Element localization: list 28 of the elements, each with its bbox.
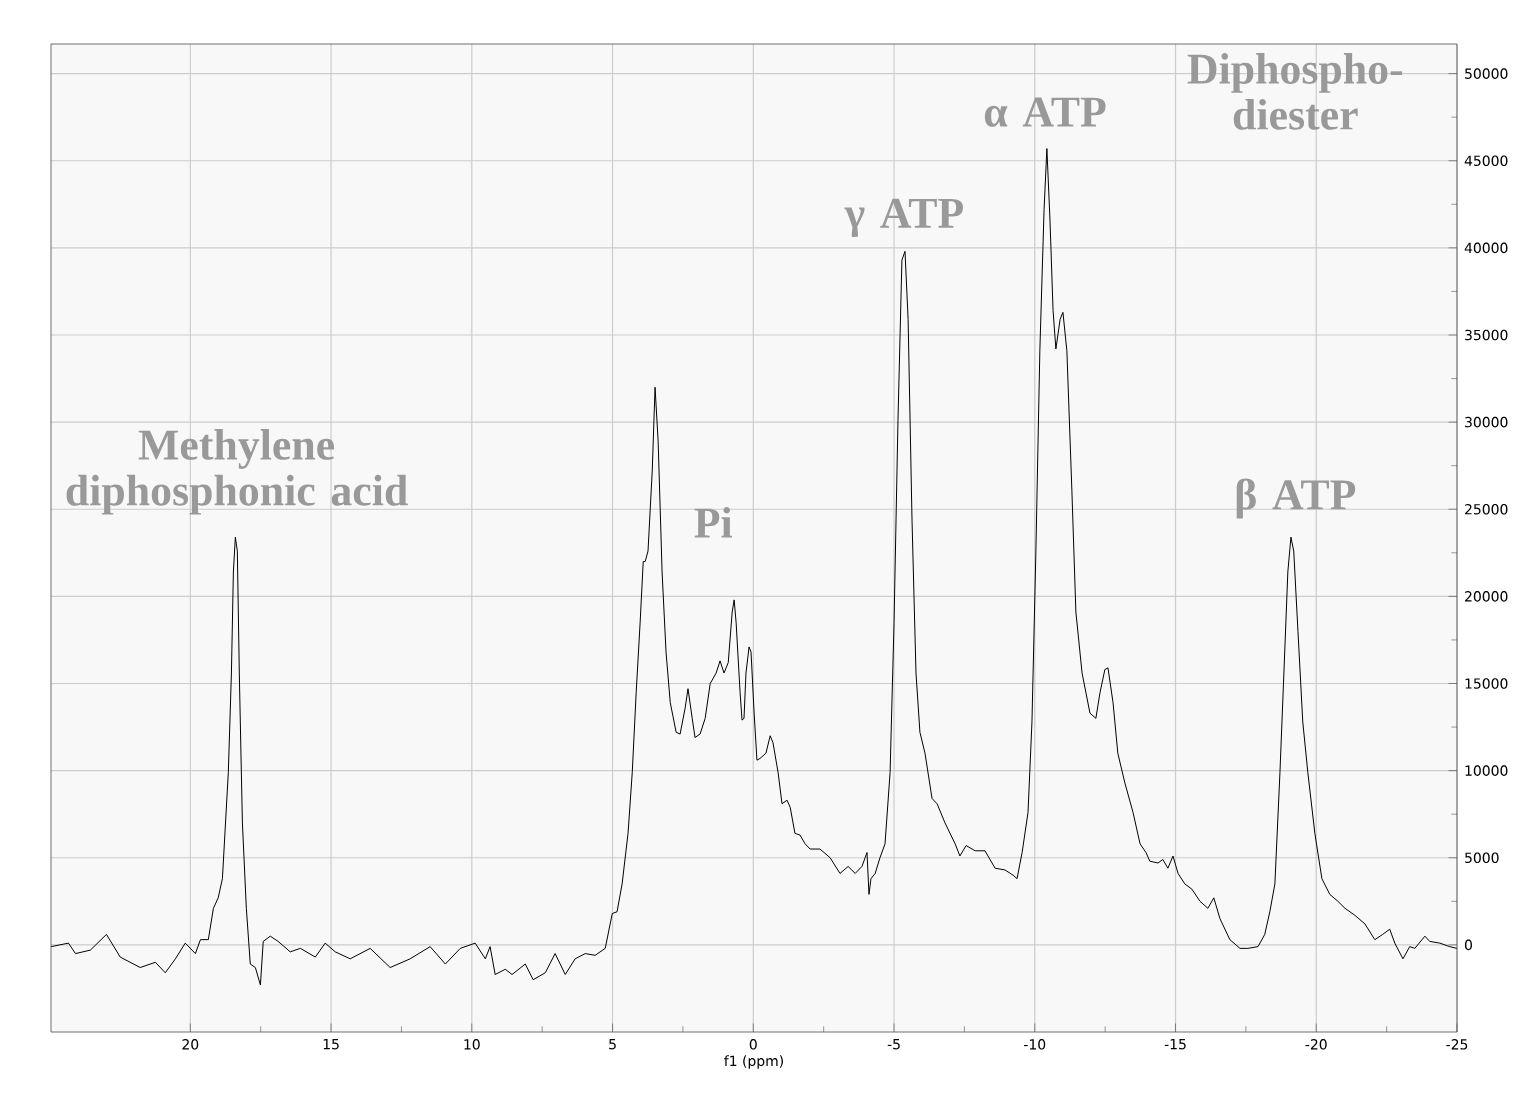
x-tick-label: 10	[464, 1039, 480, 1050]
y-tick-label: 20000	[1465, 591, 1508, 602]
x-tick-label: -25	[1446, 1039, 1468, 1050]
annotation: Diphospho-diester	[1187, 53, 1403, 130]
annotation: Pi	[694, 506, 733, 538]
y-tick-label: 40000	[1464, 242, 1508, 254]
x-tick-label: -10	[1024, 1039, 1046, 1050]
y-tick-label: 50000	[1465, 68, 1508, 79]
y-tick-label: 25000	[1465, 503, 1508, 515]
y-tick-label: 35000	[1465, 329, 1508, 341]
x-tick-label: -15	[1164, 1039, 1186, 1050]
annotation: β ATP	[1236, 478, 1356, 519]
annotation: α ATP	[984, 97, 1106, 127]
x-axis-title: f1 (ppm)	[724, 1055, 783, 1069]
y-tick-label: 0	[1464, 939, 1472, 951]
annotation: Methylene diphosphonic acid	[66, 429, 408, 515]
annotation: γ ATP	[844, 198, 963, 238]
x-tick-label: 5	[609, 1039, 616, 1050]
x-tick-label: 20	[182, 1039, 199, 1050]
y-tick-label: 15000	[1465, 678, 1508, 689]
y-tick-label: 45000	[1464, 155, 1508, 167]
x-tick-label: -20	[1305, 1039, 1327, 1050]
y-tick-label: 5000	[1465, 852, 1499, 864]
x-tick-label: 15	[323, 1039, 339, 1050]
y-tick-label: 30000	[1465, 416, 1508, 428]
y-tick-label: 10000	[1465, 765, 1508, 776]
x-tick-label: -5	[887, 1039, 900, 1050]
x-tick-label: 0	[749, 1039, 757, 1050]
